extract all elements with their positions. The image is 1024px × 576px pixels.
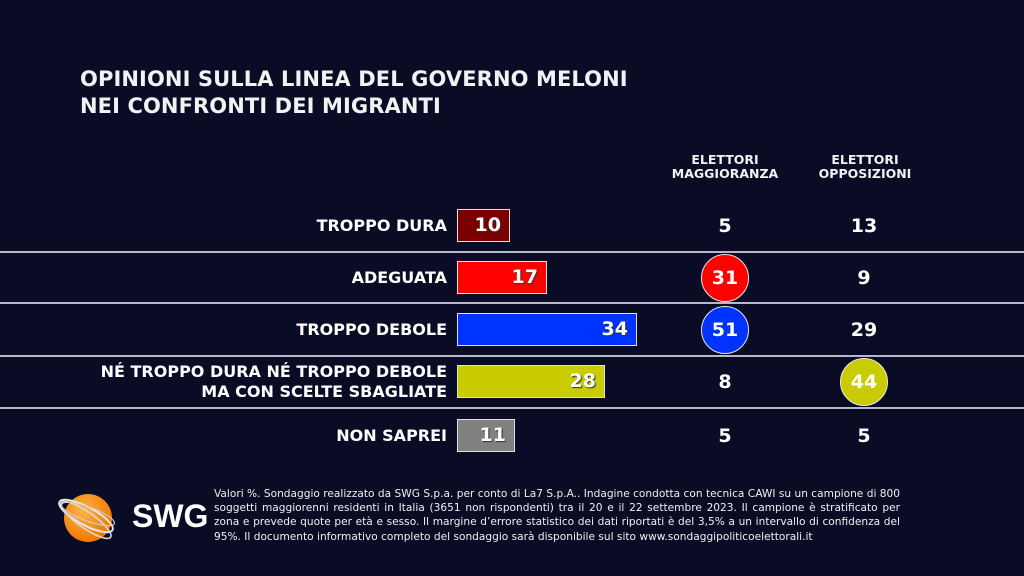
title-line-2: NEI CONFRONTI DEI MIGRANTI — [80, 94, 441, 118]
column-header-opposizioni-line-2: OPPOSIZIONI — [818, 166, 912, 181]
bar-value-label: 17 — [511, 266, 538, 288]
row-divider — [0, 407, 1024, 409]
chart-title: OPINIONI SULLA LINEA DEL GOVERNO MELONI … — [80, 66, 628, 120]
maggioranza-value: 8 — [718, 371, 732, 393]
opposizioni-value: 5 — [857, 425, 871, 447]
row-divider — [0, 251, 1024, 253]
bar: 34 — [457, 313, 637, 346]
row-divider — [0, 302, 1024, 304]
maggioranza-value: 5 — [718, 425, 732, 447]
highlight-circle — [701, 254, 749, 302]
category-label-line: TROPPO DEBOLE — [296, 320, 447, 339]
category-label-line: NON SAPREI — [336, 426, 447, 445]
opposizioni-value: 13 — [850, 215, 878, 237]
highlight-circle — [840, 358, 888, 406]
opposizioni-value: 9 — [857, 267, 871, 289]
methodology-note: Valori %. Sondaggio realizzato da SWG S.… — [214, 488, 900, 543]
category-label-line: NÉ TROPPO DURA NÉ TROPPO DEBOLE — [100, 362, 447, 381]
row-divider — [0, 355, 1024, 357]
highlight-circle — [701, 306, 749, 354]
bar: 17 — [457, 261, 547, 294]
category-label: NON SAPREI — [336, 426, 447, 446]
logo-text: SWG — [132, 498, 209, 534]
column-header-opposizioni-line-1: ELETTORI — [831, 152, 899, 167]
column-header-opposizioni: ELETTORI OPPOSIZIONI — [795, 153, 935, 181]
column-header-maggioranza-line-1: ELETTORI — [691, 152, 759, 167]
category-label: TROPPO DURA — [317, 216, 447, 236]
maggioranza-value: 51 — [711, 319, 739, 341]
maggioranza-value: 31 — [711, 267, 739, 289]
bar-value-label: 10 — [474, 214, 501, 236]
opposizioni-value: 44 — [850, 371, 878, 393]
maggioranza-value: 5 — [718, 215, 732, 237]
bar-value-label: 11 — [479, 424, 506, 446]
title-line-1: OPINIONI SULLA LINEA DEL GOVERNO MELONI — [80, 67, 628, 91]
category-label: NÉ TROPPO DURA NÉ TROPPO DEBOLE MA CON SC… — [101, 362, 447, 402]
category-label-line: ADEGUATA — [351, 268, 447, 287]
bar-value-label: 28 — [569, 370, 596, 392]
globe-icon — [58, 494, 116, 542]
bar: 10 — [457, 209, 510, 242]
bar: 28 — [457, 365, 605, 398]
column-header-maggioranza-line-2: MAGGIORANZA — [671, 166, 779, 181]
category-label-line: TROPPO DURA — [316, 216, 447, 235]
category-label: TROPPO DEBOLE — [296, 320, 447, 340]
bar: 11 — [457, 419, 515, 452]
bar-value-label: 34 — [601, 318, 628, 340]
category-label-line: MA CON SCELTE SBAGLIATE — [201, 382, 447, 401]
swg-logo: SWG — [42, 486, 208, 550]
opposizioni-value: 29 — [850, 319, 878, 341]
column-header-maggioranza: ELETTORI MAGGIORANZA — [655, 153, 795, 181]
category-label: ADEGUATA — [352, 268, 447, 288]
